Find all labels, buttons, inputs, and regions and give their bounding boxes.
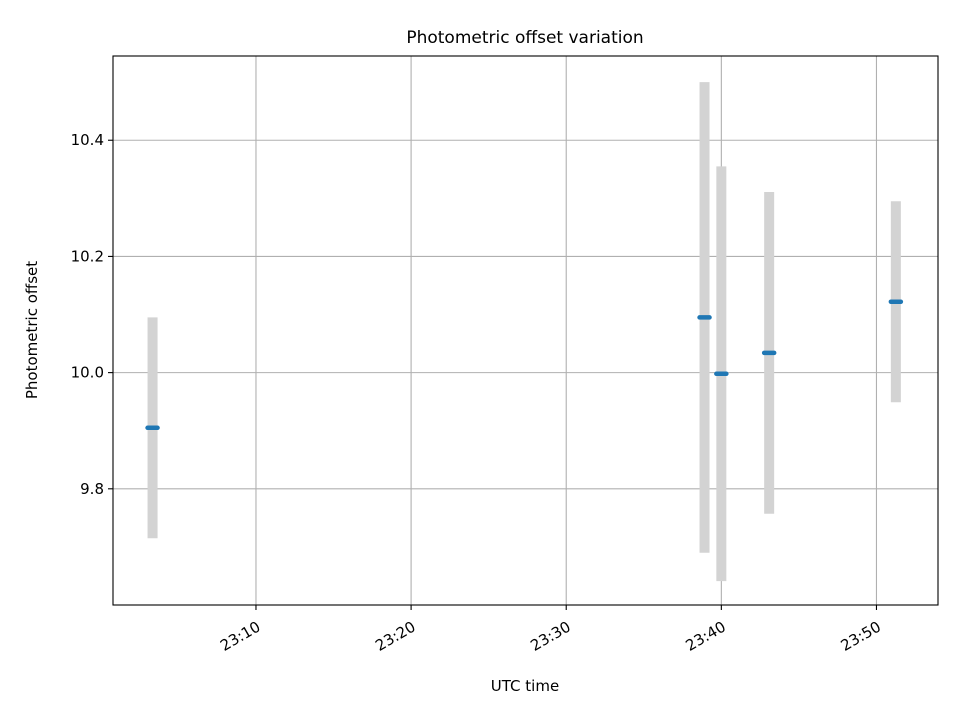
x-tick-label: 23:20 — [372, 618, 418, 655]
x-tick-label: 23:50 — [838, 618, 884, 655]
data-points — [145, 299, 904, 431]
x-axis-label: UTC time — [491, 677, 559, 695]
y-axis-ticks: 9.8 10.0 10.2 10.4 — [71, 131, 113, 498]
y-tick-label: 9.8 — [80, 480, 104, 498]
error-bars — [147, 82, 901, 582]
chart-title: Photometric offset variation — [406, 28, 643, 48]
y-axis-label: Photometric offset — [23, 261, 41, 399]
x-tick-label: 23:40 — [683, 618, 729, 655]
x-axis-ticks: 23:10 23:20 23:30 23:40 23:50 — [217, 605, 884, 655]
grid — [113, 56, 938, 605]
y-tick-label: 10.2 — [71, 247, 104, 265]
x-tick-label: 23:30 — [527, 618, 573, 655]
y-tick-label: 10.0 — [71, 364, 104, 382]
y-tick-label: 10.4 — [71, 131, 104, 149]
x-tick-label: 23:10 — [217, 618, 263, 655]
plot-frame — [112, 55, 939, 606]
